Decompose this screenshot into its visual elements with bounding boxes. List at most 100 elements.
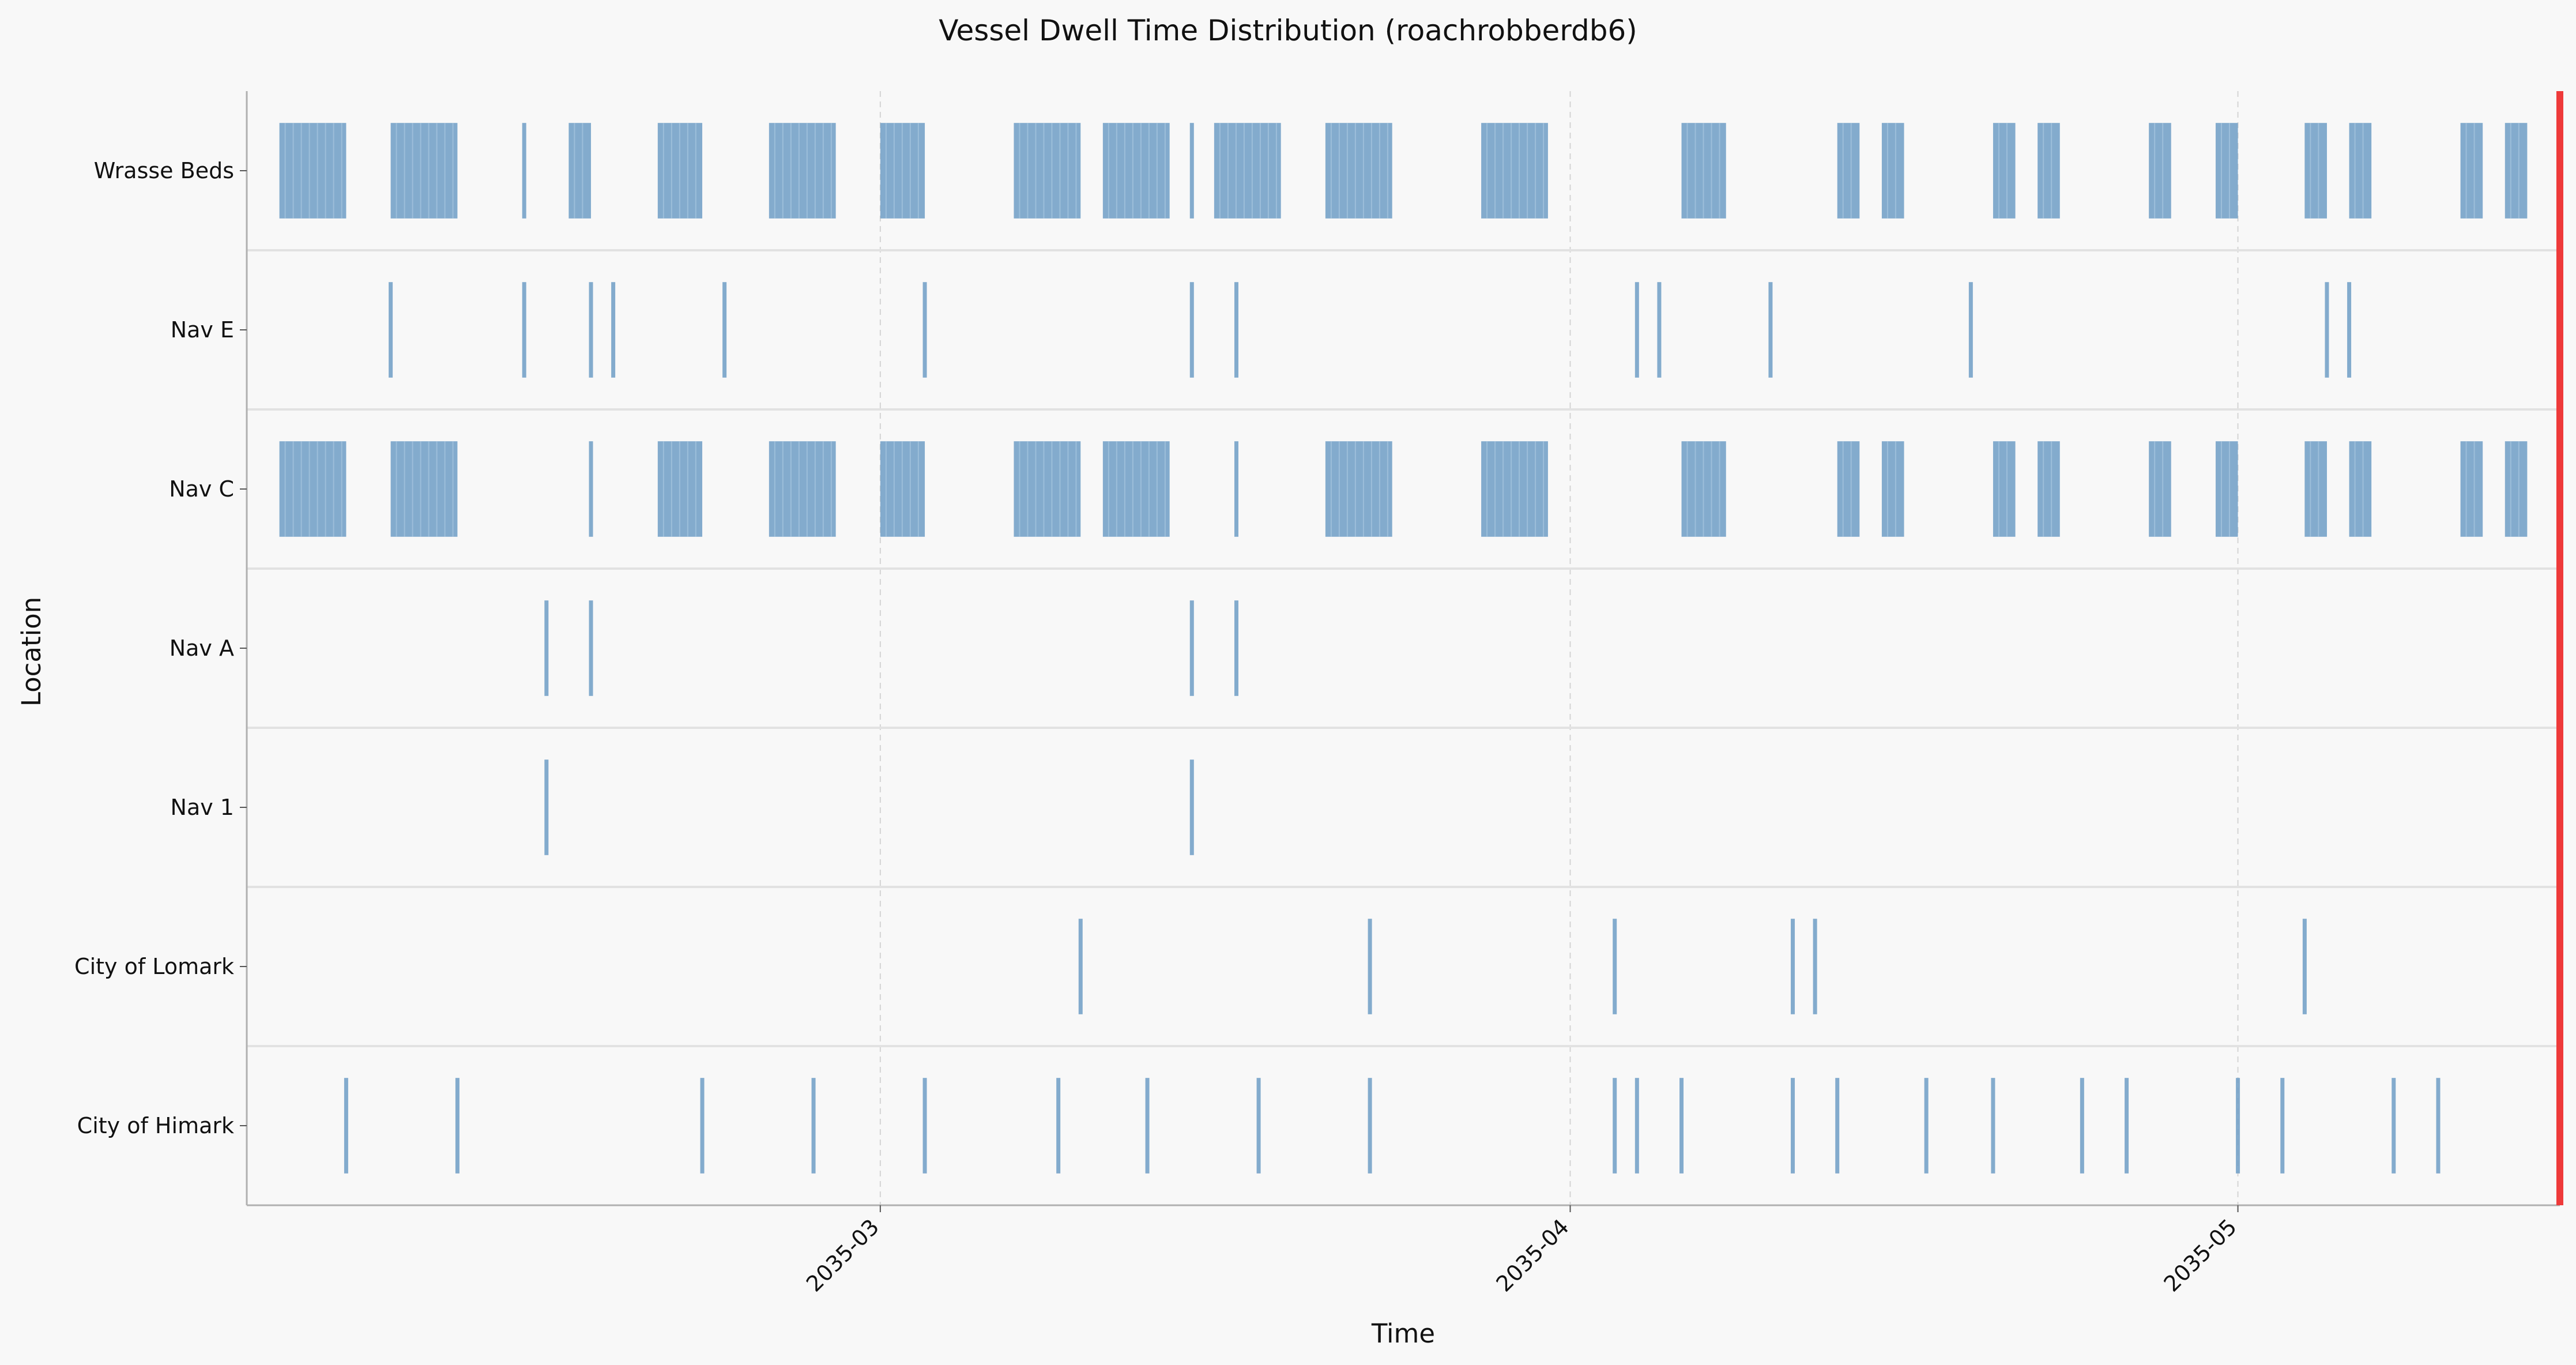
- dwell-cluster: [1325, 441, 1392, 537]
- dwell-cluster: [2038, 441, 2060, 537]
- dwell-event: [2280, 1078, 2285, 1174]
- dwell-event: [1078, 919, 1083, 1014]
- dwell-cluster: [279, 441, 347, 537]
- dwell-event: [2125, 1078, 2129, 1174]
- dwell-event: [1234, 441, 1238, 537]
- dwell-cluster: [1837, 123, 1860, 219]
- dwell-event: [1791, 1078, 1795, 1174]
- dwell-event: [2347, 282, 2352, 378]
- dwell-cluster: [1014, 123, 1081, 219]
- dwell-event: [1189, 282, 1194, 378]
- dwell-event: [811, 1078, 816, 1174]
- dwell-event: [544, 600, 549, 696]
- dwell-cluster: [1993, 441, 2016, 537]
- dwell-cluster: [1102, 123, 1170, 219]
- dwell-event: [1679, 1078, 1684, 1174]
- dwell-cluster: [2349, 441, 2372, 537]
- dwell-cluster: [2038, 123, 2060, 219]
- dwell-event: [1234, 600, 1238, 696]
- y-tick-label: Wrasse Beds: [94, 158, 234, 183]
- dwell-event: [1256, 1078, 1261, 1174]
- y-tick-label: Nav C: [169, 476, 234, 502]
- dwell-event: [700, 1078, 705, 1174]
- dwell-event: [1635, 1078, 1639, 1174]
- y-tick-label: Nav A: [170, 636, 234, 661]
- dwell-cluster: [2505, 123, 2528, 219]
- dwell-cluster: [2460, 441, 2483, 537]
- dwell-cluster: [1214, 123, 1281, 219]
- x-tick-label: 2035-05: [2159, 1214, 2242, 1296]
- dwell-event: [544, 759, 549, 855]
- dwell-cluster: [390, 441, 458, 537]
- dwell-event: [1968, 282, 1973, 378]
- row-separators: [247, 249, 2560, 1047]
- dwell-event: [1991, 1078, 1995, 1174]
- grid-layer: [879, 91, 2239, 1205]
- dwell-event: [1368, 1078, 1372, 1174]
- dwell-cluster: [2149, 441, 2171, 537]
- y-tick-labels: Wrasse Beds Nav E Nav C Nav A Nav 1 City of L…: [74, 158, 247, 1138]
- dwell-event: [589, 600, 593, 696]
- dwell-event: [1613, 1078, 1617, 1174]
- dwell-event: [522, 282, 526, 378]
- y-tick-label: City of Himark: [77, 1113, 234, 1138]
- y-axis-label: Location: [16, 597, 47, 706]
- dwell-event: [2436, 1078, 2441, 1174]
- y-tick-label: Nav 1: [171, 795, 234, 820]
- dwell-event: [2302, 919, 2307, 1014]
- dwell-cluster: [1014, 441, 1081, 537]
- dwell-event: [922, 1078, 927, 1174]
- dwell-event: [611, 282, 616, 378]
- dwell-event: [2392, 1078, 2396, 1174]
- dwell-cluster: [1881, 123, 1904, 219]
- dwell-cluster: [279, 123, 347, 219]
- dwell-cluster: [2215, 441, 2238, 537]
- dwell-event: [589, 441, 593, 537]
- dwell-event: [1189, 123, 1194, 219]
- chart-title: Vessel Dwell Time Distribution (roachrob…: [939, 14, 1637, 47]
- x-tick-label: 2035-04: [1491, 1214, 1573, 1296]
- dwell-cluster: [769, 123, 836, 219]
- dwell-event: [922, 282, 927, 378]
- y-tick-label: Nav E: [171, 317, 234, 343]
- dwell-event: [455, 1078, 460, 1174]
- dwell-event: [2325, 282, 2329, 378]
- dwell-cluster: [2460, 123, 2483, 219]
- dwell-event: [1635, 282, 1639, 378]
- dwell-event: [344, 1078, 348, 1174]
- dwell-cluster: [1481, 123, 1548, 219]
- x-axis-label: Time: [1371, 1318, 1435, 1349]
- dwell-event: [1189, 759, 1194, 855]
- dwell-cluster: [1881, 441, 1904, 537]
- dwell-event: [1189, 600, 1194, 696]
- dwell-cluster: [2304, 123, 2327, 219]
- dwell-cluster: [568, 123, 592, 219]
- dwell-cluster: [2349, 123, 2372, 219]
- dwell-event: [1813, 919, 1817, 1014]
- dwell-event: [2080, 1078, 2084, 1174]
- dwell-event: [1368, 919, 1372, 1014]
- dwell-event: [1924, 1078, 1929, 1174]
- dwell-event: [1768, 282, 1773, 378]
- dwell-event: [1145, 1078, 1150, 1174]
- dwell-event: [1613, 919, 1617, 1014]
- dwell-event: [1657, 282, 1662, 378]
- dwell-event: [522, 123, 526, 219]
- y-tick-label: City of Lomark: [74, 954, 234, 979]
- dwell-event: [2236, 1078, 2240, 1174]
- dwell-cluster: [2149, 123, 2171, 219]
- dwell-event: [389, 282, 393, 378]
- dwell-event: [1056, 1078, 1061, 1174]
- dwell-cluster: [2304, 441, 2327, 537]
- dwell-cluster: [2505, 441, 2528, 537]
- dwell-event: [1791, 919, 1795, 1014]
- dwell-cluster: [769, 441, 836, 537]
- dwell-cluster: [2215, 123, 2238, 219]
- event-marks: [279, 123, 2528, 1174]
- dwell-event: [1234, 282, 1238, 378]
- dwell-event: [589, 282, 593, 378]
- dwell-cluster: [1481, 441, 1548, 537]
- dwell-cluster: [1993, 123, 2016, 219]
- dwell-event: [1835, 1078, 1840, 1174]
